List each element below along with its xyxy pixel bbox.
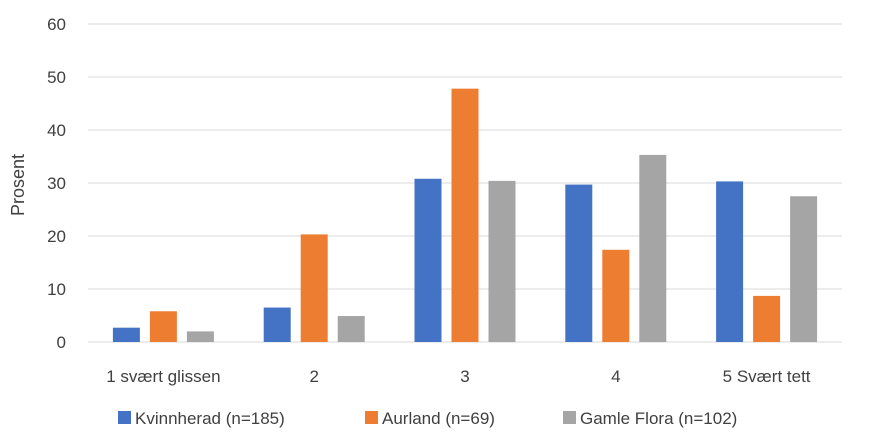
legend-swatch <box>118 411 131 424</box>
x-category-label: 5 Svært tett <box>723 367 811 386</box>
legend: Kvinnherad (n=185) Aurland (n=69) Gamle Fl… <box>118 409 737 428</box>
legend-swatch <box>563 411 576 424</box>
y-tick-label: 60 <box>47 15 66 34</box>
y-axis-ticks: 0 10 20 30 40 50 60 <box>47 15 66 352</box>
bar <box>488 180 516 342</box>
bar <box>300 234 328 342</box>
x-category-label: 2 <box>309 367 318 386</box>
y-axis-label: Prosent <box>8 154 28 216</box>
bar <box>790 196 818 342</box>
bar <box>414 178 442 342</box>
bar <box>337 316 365 342</box>
bar <box>602 249 630 342</box>
y-tick-label: 20 <box>47 227 66 246</box>
bar <box>186 331 214 342</box>
legend-label: Kvinnherad (n=185) <box>135 409 285 428</box>
bars <box>112 88 818 342</box>
bar <box>112 327 140 342</box>
bar <box>451 88 479 342</box>
y-tick-label: 10 <box>47 280 66 299</box>
y-tick-label: 30 <box>47 174 66 193</box>
y-tick-label: 0 <box>57 333 66 352</box>
legend-label: Aurland (n=69) <box>382 409 495 428</box>
x-category-label: 3 <box>460 367 469 386</box>
bar <box>753 295 781 342</box>
bar <box>149 311 177 342</box>
bar <box>716 181 744 342</box>
x-category-label: 1 svært glissen <box>106 367 220 386</box>
x-axis-categories: 1 svært glissen 2 3 4 5 Svært tett <box>106 367 811 386</box>
legend-swatch <box>365 411 378 424</box>
y-tick-label: 50 <box>47 68 66 87</box>
y-tick-label: 40 <box>47 121 66 140</box>
bar <box>639 154 667 342</box>
legend-label: Gamle Flora (n=102) <box>580 409 737 428</box>
bar <box>263 307 291 342</box>
bar <box>565 184 593 342</box>
x-category-label: 4 <box>611 367 620 386</box>
